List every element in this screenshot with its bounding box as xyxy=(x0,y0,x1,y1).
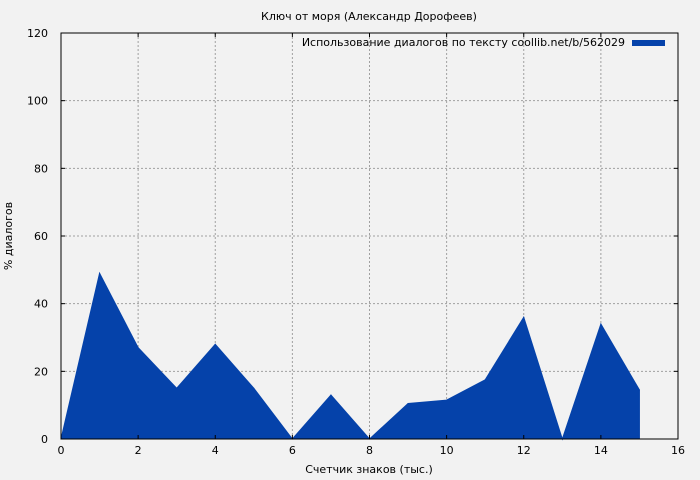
series-area xyxy=(60,271,640,441)
axis-ticks: 0 2 4 6 8 10 12 14 16 0 20 40 60 80 100 120 xyxy=(27,27,685,457)
data-point xyxy=(176,387,178,389)
data-point xyxy=(99,272,101,274)
data-point xyxy=(137,347,139,349)
legend: Использование диалогов по тексту coollib… xyxy=(302,36,665,49)
x-tick-label: 12 xyxy=(517,444,531,457)
chart-title: Ключ от моря (Александр Дорофеев) xyxy=(261,10,477,23)
x-tick-label: 8 xyxy=(366,444,373,457)
x-tick-label: 16 xyxy=(671,444,685,457)
data-point xyxy=(214,343,216,345)
x-tick-label: 0 xyxy=(58,444,65,457)
y-axis-label: % диалогов xyxy=(2,202,15,270)
data-point xyxy=(253,387,255,389)
y-tick-label: 20 xyxy=(34,365,48,378)
x-tick-label: 6 xyxy=(289,444,296,457)
data-point xyxy=(638,389,640,391)
x-axis-label: Счетчик знаков (тыс.) xyxy=(305,463,433,476)
x-tick-label: 4 xyxy=(212,444,219,457)
data-point xyxy=(446,399,448,401)
x-tick-label: 2 xyxy=(135,444,142,457)
y-tick-label: 60 xyxy=(34,230,48,243)
legend-swatch xyxy=(632,40,665,46)
data-point xyxy=(407,402,409,404)
x-tick-label: 10 xyxy=(440,444,454,457)
y-tick-label: 100 xyxy=(27,95,48,108)
y-tick-label: 0 xyxy=(41,433,48,446)
data-point xyxy=(484,379,486,381)
data-point xyxy=(600,323,602,325)
x-tick-label: 14 xyxy=(594,444,608,457)
y-tick-label: 120 xyxy=(27,27,48,40)
grid xyxy=(61,33,678,439)
series-area-layer xyxy=(60,271,640,441)
legend-entry-label: Использование диалогов по тексту coollib… xyxy=(302,36,625,49)
data-point xyxy=(523,316,525,318)
data-point xyxy=(330,394,332,396)
y-tick-label: 80 xyxy=(34,162,48,175)
y-tick-label: 40 xyxy=(34,298,48,311)
